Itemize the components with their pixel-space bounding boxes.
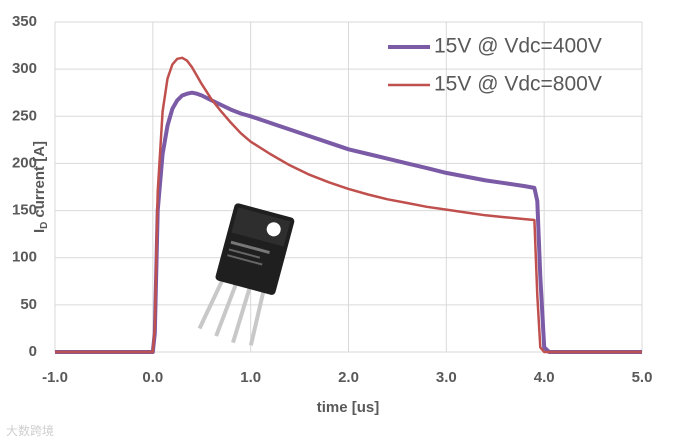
x-tick-label: 1.0 [240, 369, 261, 386]
x-tick-label: 3.0 [436, 369, 457, 386]
x-tick-label: 4.0 [534, 369, 555, 386]
y-tick-label: 200 [12, 154, 37, 171]
y-tick-label: 300 [12, 60, 37, 77]
y-axis-label: IDcurrent [A] [31, 141, 50, 233]
y-tick-label: 50 [20, 296, 37, 313]
data-line [55, 90, 642, 354]
y-tick-label: 150 [12, 202, 37, 219]
axes: 0 50 100 150 200 250 300 350 -1.0 0.0 1.0 2.0 3.0 4.0… [12, 13, 652, 386]
legend-label: 15V @ Vdc=800V [434, 73, 602, 96]
y-tick-label: 0 [29, 343, 37, 360]
data-line [55, 56, 642, 354]
x-axis-label: time [us] [317, 399, 380, 416]
watermark: 大数跨境 [6, 423, 54, 438]
x-tick-label: -1.0 [42, 369, 68, 386]
legend-label: 15V @ Vdc=400V [434, 35, 602, 58]
y-tick-label: 250 [12, 107, 37, 124]
y-label-symbol: I [31, 229, 48, 233]
y-tick-label: 350 [12, 13, 37, 30]
transistor-picture [197, 203, 295, 346]
x-tick-label: 2.0 [338, 369, 359, 386]
y-label-subscript: D [39, 222, 50, 229]
y-tick-label: 100 [12, 249, 37, 266]
y-label-text: current [A] [31, 141, 48, 218]
x-tick-label: 0.0 [142, 369, 163, 386]
x-tick-label: 5.0 [632, 369, 653, 386]
